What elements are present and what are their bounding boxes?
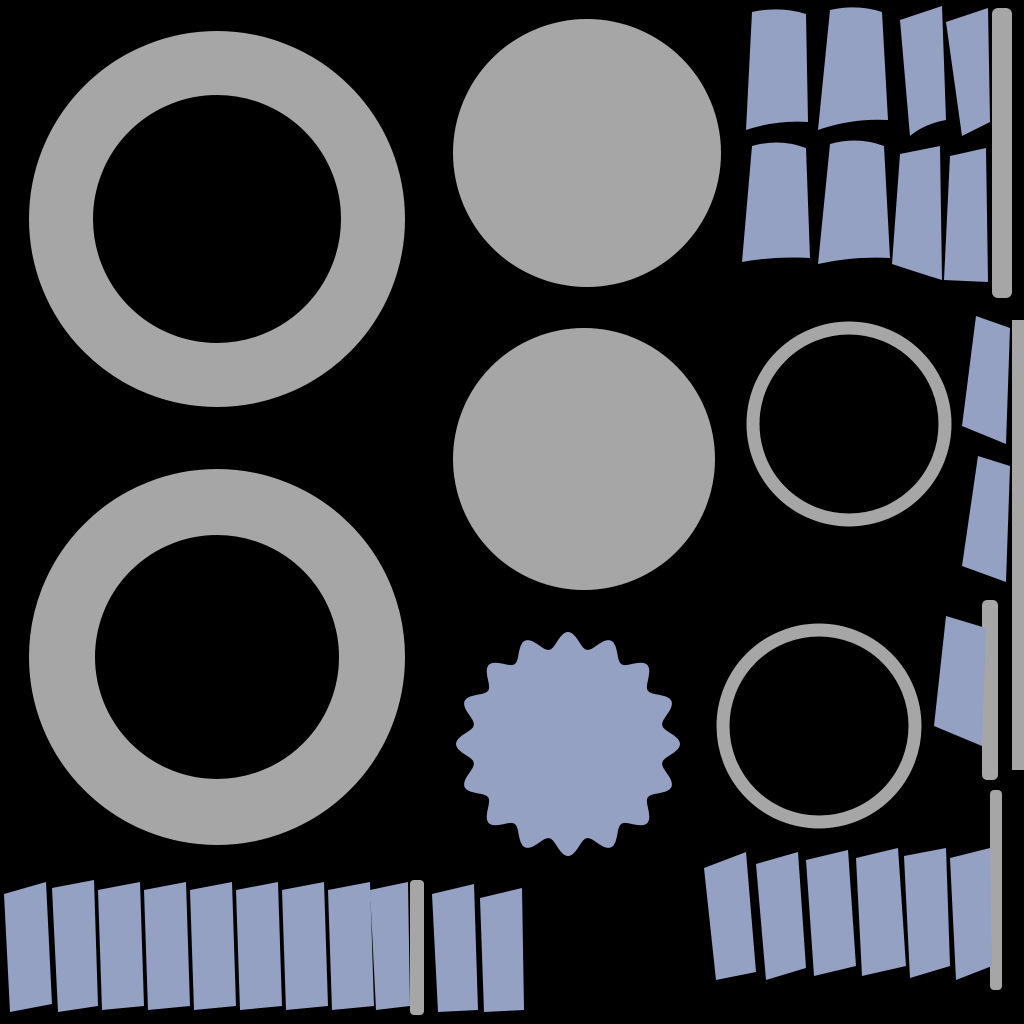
disc-top [453,19,721,287]
tread-block [742,142,810,262]
strip-right-edge [1012,320,1024,770]
tread-block [370,882,410,1010]
scalloped-disc-shape [456,632,680,856]
tread-block [962,456,1010,582]
tread-block [52,880,98,1012]
tread-block [962,316,1010,444]
strip-mid-right [982,600,998,780]
strip-bottom-left [410,880,424,1015]
divider-strip-group [410,8,1024,1015]
tread-block [746,9,808,130]
tread-block [4,882,52,1012]
tread-block [934,616,986,746]
large-ring-group [29,31,405,845]
tread-block [704,852,756,980]
tread-block [190,882,236,1010]
tread-block [756,852,806,980]
tread-block [900,6,946,136]
thin-ring-upper [746,321,952,527]
large-ring-bottom [29,469,405,845]
tread-block [892,146,942,280]
tread-block [282,882,328,1010]
disc-group [453,19,721,590]
thin-ring-group [716,321,952,829]
tread-block [144,882,190,1010]
strip-top-right [992,8,1012,298]
tread-block [904,848,950,978]
thin-ring-lower [716,623,922,829]
disc-middle [453,328,715,590]
tread-block [328,882,374,1010]
tread-block [98,882,144,1010]
tread-block [806,850,856,976]
tread-block [236,882,282,1010]
tread-block [818,140,890,264]
tread-block-group [4,6,1010,1012]
scalloped-disc [456,632,680,856]
tread-block [944,148,988,282]
tread-block [818,7,888,130]
tread-block [480,888,524,1012]
large-ring-top [29,31,405,407]
tread-block [432,884,478,1012]
tread-block [950,848,992,980]
strip-bottom-right [990,790,1002,990]
tread-block [946,8,990,136]
tread-block [856,848,906,976]
